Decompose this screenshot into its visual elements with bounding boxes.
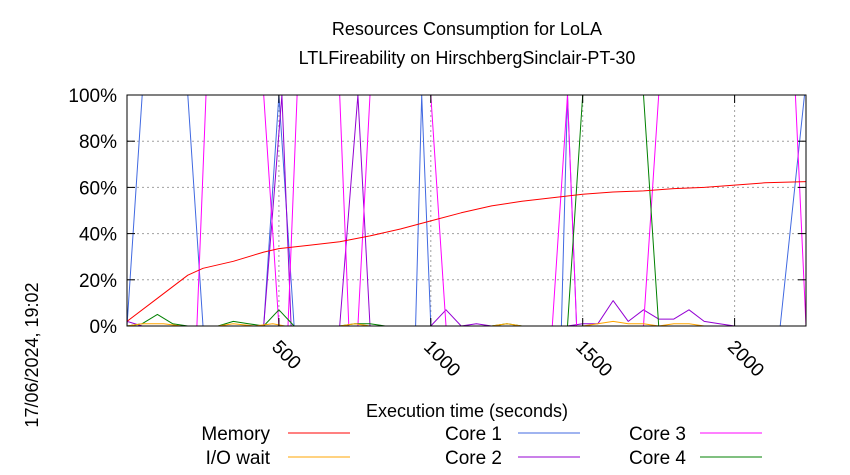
legend-label-core-1: Core 1 — [445, 424, 502, 445]
y-tick-label: 0% — [90, 317, 118, 338]
y-tick-label: 100% — [68, 86, 117, 107]
y-tick-label: 40% — [79, 225, 117, 246]
chart-title: Resources Consumption for LoLA — [332, 19, 602, 39]
series-line-core-4 — [126, 94, 806, 327]
x-tick-label: 1000 — [419, 337, 464, 382]
series-layer — [126, 94, 807, 327]
grid-layer — [127, 95, 806, 326]
series-line-memory — [126, 181, 807, 322]
legend-label-core-3: Core 3 — [629, 424, 686, 445]
y-tick-label: 20% — [79, 271, 117, 292]
side-timestamp-label: 17/06/2024, 19:02 — [22, 282, 42, 427]
series-line-core-1 — [126, 94, 805, 327]
y-tick-label: 80% — [79, 132, 117, 153]
series-line-core-2 — [126, 94, 806, 327]
x-tick-label: 1500 — [571, 337, 616, 382]
y-tick-label: 60% — [79, 178, 117, 199]
x-axis-label: Execution time (seconds) — [366, 401, 568, 421]
legend-label-i-o-wait: I/O wait — [206, 448, 271, 469]
legend-label-core-4: Core 4 — [629, 448, 686, 469]
chart-subtitle: LTLFireability on HirschbergSinclair-PT-… — [299, 48, 636, 68]
x-tick-label: 500 — [267, 337, 304, 374]
series-line-core-3 — [127, 94, 807, 327]
legend: Memory I/O wait Core 1 Core 2 Core 3 Core 4 — [201, 424, 762, 469]
legend-label-core-2: Core 2 — [445, 448, 502, 469]
legend-label-memory: Memory — [201, 424, 270, 445]
x-tick-label: 2000 — [723, 337, 768, 382]
plot-frame — [126, 94, 807, 327]
